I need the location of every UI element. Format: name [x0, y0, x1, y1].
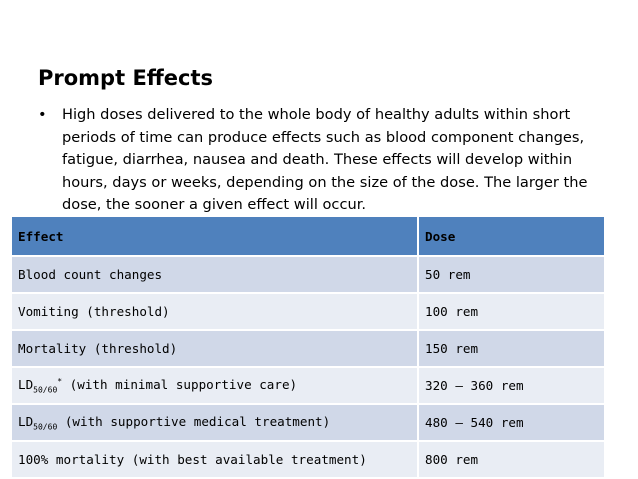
dose-cell: 800 rem [418, 441, 604, 479]
dose-cell: 480 – 540 rem [418, 404, 604, 442]
effects-table: Effect Dose Blood count changes 50 rem V… [12, 217, 604, 479]
ld-prefix: LD [18, 413, 34, 429]
table-row: LD50/60 (with supportive medical treatme… [12, 404, 604, 442]
table-row: Mortality (threshold) 150 rem [12, 330, 604, 368]
dose-cell: 150 rem [418, 330, 604, 368]
table-row: Vomiting (threshold) 100 rem [12, 293, 604, 331]
bullet-paragraph: • High doses delivered to the whole body… [38, 104, 603, 217]
effect-suffix: (with minimal supportive care) [62, 376, 298, 392]
table-header-row: Effect Dose [12, 217, 604, 257]
slide-title: Prompt Effects [38, 66, 214, 90]
bullet-icon: • [38, 106, 47, 123]
ld-subscript: 50/60 [33, 385, 58, 395]
header-dose: Dose [418, 217, 604, 257]
ld-subscript: 50/60 [33, 422, 58, 432]
table-row: Blood count changes 50 rem [12, 256, 604, 294]
effect-cell: 100% mortality (with best available trea… [12, 441, 419, 479]
dose-cell: 100 rem [418, 293, 604, 331]
effect-cell: LD50/60 (with supportive medical treatme… [12, 404, 419, 442]
effect-cell: LD50/60* (with minimal supportive care) [12, 367, 419, 405]
table-row: LD50/60* (with minimal supportive care) … [12, 367, 604, 405]
dose-cell: 50 rem [418, 256, 604, 294]
ld-superscript: * [57, 376, 63, 386]
effect-cell: Vomiting (threshold) [12, 293, 419, 331]
table-row: 100% mortality (with best available trea… [12, 441, 604, 479]
effect-cell: Blood count changes [12, 256, 419, 294]
effect-suffix: (with supportive medical treatment) [57, 413, 331, 429]
dose-cell: 320 – 360 rem [418, 367, 604, 405]
header-effect: Effect [12, 217, 419, 257]
effect-cell: Mortality (threshold) [12, 330, 419, 368]
ld-prefix: LD [18, 376, 34, 392]
bullet-text: High doses delivered to the whole body o… [62, 106, 588, 213]
